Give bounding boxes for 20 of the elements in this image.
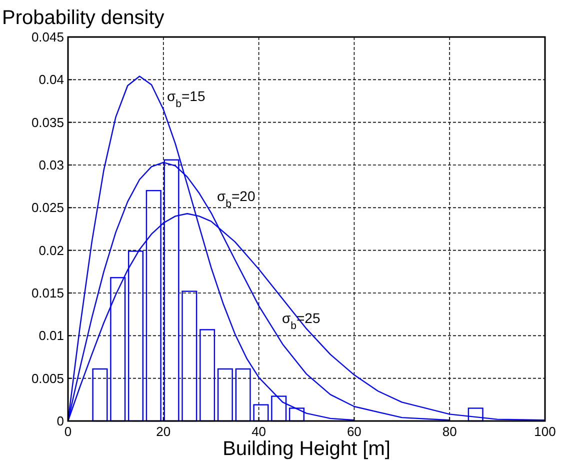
y-tick-label: 0.03: [38, 158, 64, 173]
annotation: σ$_{b}$=15: [167, 88, 206, 110]
annotation: σ$_{b}$=25: [282, 310, 320, 332]
annotation: σ$_{b}$=20: [217, 188, 256, 210]
x-axis-title: Building Height [m]: [222, 438, 390, 460]
x-tick-label: 60: [346, 424, 362, 439]
y-tick-label: 0.025: [31, 200, 64, 216]
y-tick-label: 0.01: [38, 328, 64, 344]
y-tick-label: 0.045: [31, 30, 64, 45]
x-tick-label: 80: [442, 424, 457, 439]
y-tick-label: 0.005: [31, 370, 64, 386]
y-axis-title: Probability density: [2, 7, 164, 29]
x-tick-label: 40: [252, 424, 266, 439]
x-tick-label: 20: [156, 424, 171, 439]
y-tick-label: 0.015: [31, 286, 64, 301]
y-tick-label: 0: [56, 414, 64, 429]
y-tick-label: 0.035: [31, 114, 64, 130]
y-tick-label: 0.02: [38, 242, 64, 258]
x-tick-label: 100: [534, 424, 556, 439]
y-tick-label: 0.04: [38, 72, 64, 88]
